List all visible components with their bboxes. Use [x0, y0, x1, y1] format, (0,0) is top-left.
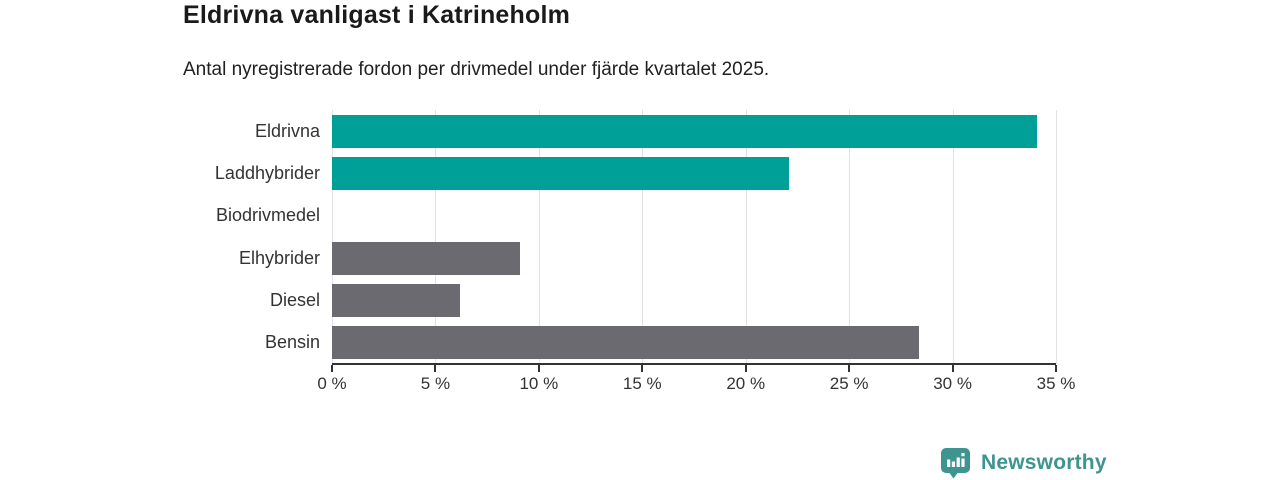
category-label: Elhybrider [238, 247, 320, 268]
axis-tick-label: 30 % [933, 374, 972, 393]
newsworthy-bubble-bar-chart-icon [941, 448, 970, 479]
category-axis: Eldrivna Laddhybrider Biodrivmedel Elhybrid… [0, 110, 320, 364]
bar-row [332, 195, 1056, 237]
axis-tick-label: 20 % [726, 374, 766, 393]
axis-tick-label: 25 % [829, 374, 869, 393]
brand-footer: Newsworthy [939, 446, 1107, 480]
axis-tick [848, 365, 851, 372]
category-label: Diesel [269, 289, 320, 310]
axis-tick-label: 5 % [420, 374, 451, 393]
bar-row [332, 152, 1056, 194]
axis-tick [537, 365, 540, 372]
chart-subtitle: Antal nyregistrerade fordon per drivmede… [183, 59, 770, 80]
axis-tick [951, 365, 954, 372]
gridline [435, 110, 437, 364]
axis-tick-label: 10 % [519, 374, 559, 393]
brand-name: Newsworthy [981, 451, 1107, 474]
gridline [952, 110, 954, 364]
gridline [538, 110, 540, 364]
bar [332, 241, 521, 275]
category-label: Eldrivna [254, 120, 320, 141]
bar [332, 283, 461, 317]
category-label: Bensin [264, 332, 320, 353]
gridline [849, 110, 851, 364]
bar-row [332, 237, 1056, 279]
bar-row [332, 110, 1056, 152]
axis-tick [641, 365, 644, 372]
bar-row [332, 322, 1056, 364]
gridline [745, 110, 747, 364]
gridline [332, 110, 333, 364]
axis-tick-label: 35 % [1036, 374, 1076, 393]
chart-title: Eldrivna vanligast i Katrineholm [183, 1, 571, 29]
category-label: Biodrivmedel [215, 205, 320, 226]
bar [332, 114, 1038, 148]
bar-series [332, 110, 1056, 364]
bar [332, 326, 920, 360]
gridline [642, 110, 644, 364]
bar-row [332, 279, 1056, 321]
axis-tick [434, 365, 437, 372]
axis-tick [1055, 365, 1057, 372]
axis-tick [744, 365, 747, 372]
axis-tick-label: 0 % [317, 374, 347, 393]
x-axis-line [332, 363, 1056, 365]
plot-area [332, 110, 1057, 364]
axis-tick-label: 15 % [622, 374, 662, 393]
axis-tick [331, 365, 333, 372]
bar [332, 156, 790, 190]
gridline [1056, 110, 1057, 364]
category-label: Laddhybrider [214, 162, 320, 183]
